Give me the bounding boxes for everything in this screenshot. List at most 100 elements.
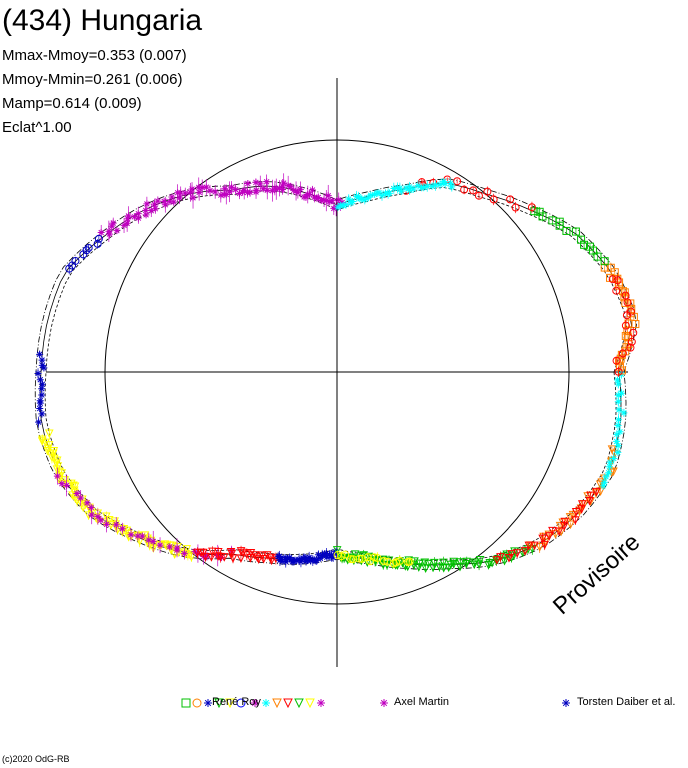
data-point [475, 556, 485, 565]
data-point [38, 356, 46, 364]
data-point [523, 545, 533, 554]
legend-marker [294, 698, 304, 709]
data-point [282, 558, 290, 566]
data-point [44, 429, 54, 439]
data-point [221, 185, 229, 193]
data-point [624, 319, 633, 328]
data-point [629, 328, 638, 337]
data-point [548, 526, 557, 536]
data-point [627, 337, 636, 346]
data-point [187, 188, 195, 196]
data-point [602, 473, 610, 481]
data-point [127, 531, 135, 539]
data-point [78, 503, 88, 512]
data-point [560, 517, 570, 527]
data-point [53, 472, 61, 480]
data-point [420, 558, 430, 568]
data-point [316, 554, 324, 562]
data-point [524, 541, 534, 551]
stat-mmax-mmoy: Mmax-Mmoy=0.353 (0.007) [2, 47, 187, 64]
data-point [38, 361, 46, 369]
data-point [310, 193, 318, 201]
data-points [34, 173, 640, 574]
legend-marker-axel-martin [380, 699, 388, 707]
data-point [323, 553, 331, 561]
data-point [621, 291, 630, 300]
data-point [83, 499, 91, 507]
data-point [151, 205, 159, 213]
data-point [120, 221, 128, 229]
data-point [335, 196, 343, 204]
data-point [613, 437, 621, 445]
data-point [262, 551, 272, 560]
data-point [614, 380, 622, 388]
data-point [138, 532, 146, 540]
data-point [166, 543, 174, 551]
data-point [448, 183, 456, 191]
data-point [309, 556, 317, 564]
data-point [371, 190, 379, 198]
data-point [195, 188, 203, 196]
data-point [226, 188, 234, 196]
data-point [593, 252, 602, 261]
data-point [113, 227, 121, 235]
data-point [544, 532, 554, 541]
data-point [308, 186, 316, 194]
data-point [256, 180, 264, 188]
data-point [41, 438, 51, 448]
data-point [322, 549, 330, 557]
data-point [614, 448, 622, 456]
data-point [571, 227, 580, 236]
data-point [38, 380, 46, 388]
data-point [418, 184, 426, 192]
data-point [428, 182, 436, 190]
data-point [149, 537, 157, 545]
data-point [109, 219, 117, 227]
data-point [93, 239, 102, 248]
data-point [134, 532, 142, 540]
data-point [145, 536, 153, 544]
data-point [276, 552, 284, 560]
data-point [623, 327, 632, 336]
data-point [297, 558, 305, 566]
legend-label-rene-roy: René Roy [212, 696, 261, 708]
data-point [370, 553, 379, 562]
data-point [207, 553, 216, 562]
data-point [393, 184, 401, 192]
data-point [84, 243, 93, 252]
data-point [236, 554, 246, 563]
data-point [608, 275, 617, 284]
data-point [414, 563, 424, 572]
data-point [94, 513, 102, 521]
data-point [118, 525, 126, 533]
data-point [580, 240, 589, 249]
data-point [313, 556, 321, 564]
data-point [201, 552, 210, 562]
data-point [347, 199, 355, 207]
data-point [455, 562, 465, 572]
data-point [43, 447, 52, 456]
data-point [618, 349, 627, 358]
data-point [161, 201, 169, 209]
data-point [246, 549, 256, 558]
data-point [166, 198, 174, 206]
data-point [213, 552, 223, 561]
data-point [600, 478, 608, 486]
fit-curve-0 [39, 182, 632, 566]
data-point [510, 547, 519, 557]
data-point [414, 182, 422, 190]
data-point [202, 183, 210, 191]
data-point [79, 250, 88, 259]
data-point [337, 552, 346, 561]
data-point [530, 207, 539, 216]
data-point [63, 481, 71, 489]
data-point [612, 356, 621, 365]
data-point [373, 189, 381, 197]
legend-marker-torsten-daiber [562, 699, 570, 707]
data-point [356, 195, 364, 203]
data-point [267, 556, 276, 566]
stat-mamp: Mamp=0.614 (0.009) [2, 95, 142, 112]
data-point [34, 369, 42, 377]
data-point [341, 550, 350, 559]
legend-marker [283, 698, 293, 709]
